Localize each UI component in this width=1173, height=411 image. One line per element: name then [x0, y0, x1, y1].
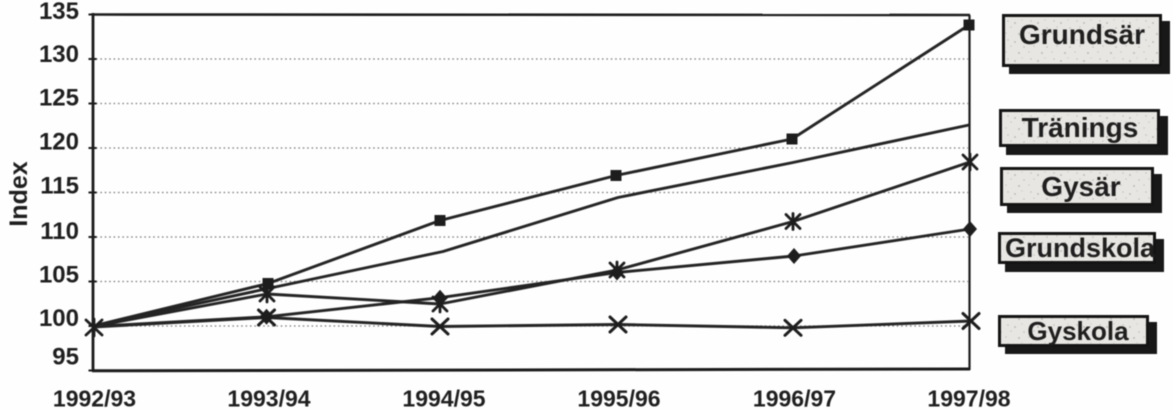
svg-text:1997/98: 1997/98 — [927, 386, 1010, 411]
svg-text:95: 95 — [52, 344, 79, 371]
svg-text:Gysär: Gysär — [1041, 171, 1120, 202]
svg-text:1993/94: 1993/94 — [227, 386, 310, 411]
svg-text:115: 115 — [40, 173, 79, 200]
svg-text:1996/97: 1996/97 — [753, 386, 836, 411]
svg-text:Tränings: Tränings — [1022, 112, 1139, 143]
svg-text:1995/96: 1995/96 — [577, 386, 660, 411]
svg-text:Grundsär: Grundsär — [1019, 19, 1145, 50]
svg-text:105: 105 — [39, 262, 79, 289]
svg-text:Gyskola: Gyskola — [1027, 316, 1129, 346]
svg-text:1992/93: 1992/93 — [53, 386, 136, 411]
svg-text:110: 110 — [40, 218, 79, 245]
svg-text:Index: Index — [5, 161, 33, 226]
svg-text:Grundskola: Grundskola — [1005, 233, 1156, 263]
svg-text:1994/95: 1994/95 — [402, 386, 485, 411]
svg-text:120: 120 — [39, 129, 79, 156]
svg-text:135: 135 — [39, 0, 79, 25]
svg-text:130: 130 — [39, 41, 79, 68]
svg-text:100: 100 — [39, 305, 79, 332]
svg-text:125: 125 — [39, 85, 79, 112]
